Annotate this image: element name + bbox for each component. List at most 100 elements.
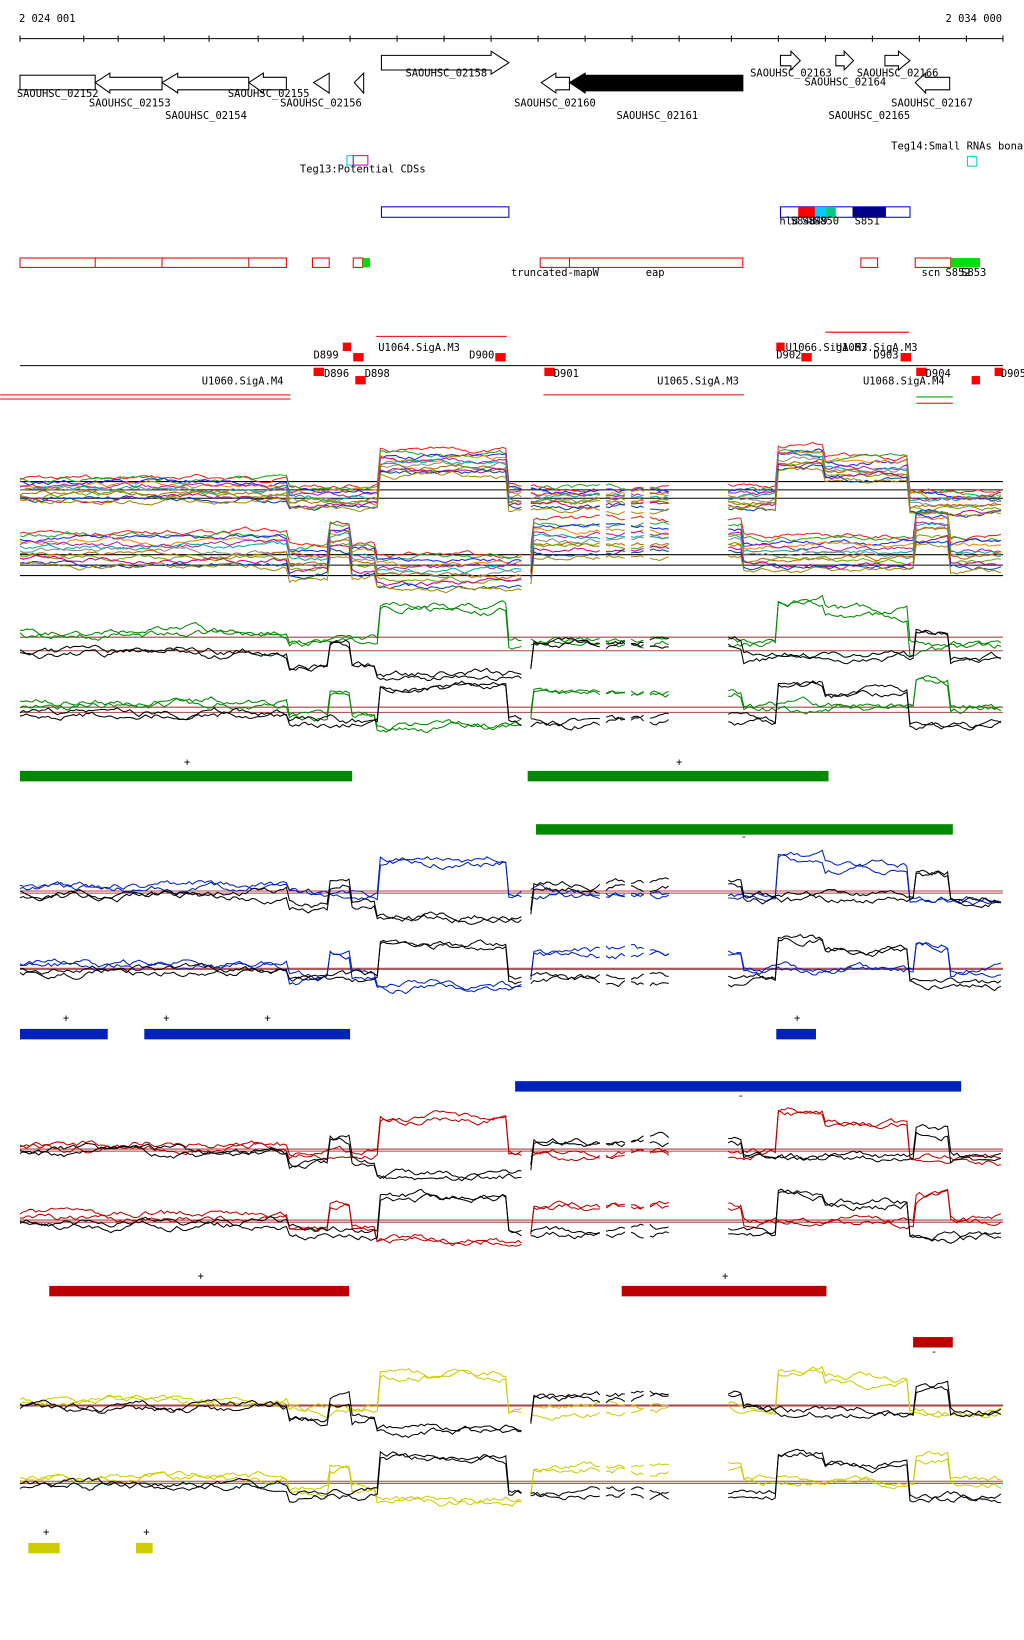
signal-line <box>19 594 1002 649</box>
signal-line <box>19 513 1002 564</box>
promoter-label: U1066.SigA.M3 <box>786 342 868 354</box>
promoter-label: U1067.SigA.M3 <box>836 342 918 354</box>
promoter-label: D902 <box>776 349 801 361</box>
signal-line <box>19 600 1002 657</box>
signal-line <box>19 450 1002 502</box>
gene-label: SAOUHSC_02155 <box>228 88 310 100</box>
feature-label: S851 <box>855 216 880 228</box>
promoter-label: D900 <box>469 349 494 361</box>
strand-label: + <box>184 757 190 769</box>
signal-line <box>19 933 1002 992</box>
gene-label: SAOUHSC_02152 <box>17 88 99 100</box>
gene-label: SAOUHSC_02158 <box>405 67 487 79</box>
strand-label: + <box>43 1527 49 1539</box>
signal-line <box>19 675 1001 732</box>
signal-line <box>19 534 1001 587</box>
signal-line <box>19 526 1001 579</box>
signal-line <box>19 521 1002 570</box>
feature-label: S850 <box>814 216 839 228</box>
signal-line <box>19 510 1002 559</box>
signal-line <box>19 628 1001 682</box>
gene-label: SAOUHSC_02154 <box>165 110 247 122</box>
signal-line <box>19 1189 1002 1244</box>
gene-label: SAOUHSC_02167 <box>891 98 973 110</box>
signal-line <box>19 461 1001 512</box>
gene-label: SAOUHSC_02153 <box>89 98 171 110</box>
signal-line <box>19 1109 1002 1167</box>
strand-bars <box>20 770 962 1554</box>
gene-label: SAOUHSC_02166 <box>857 67 939 79</box>
track-boxes <box>0 155 1003 404</box>
promoter-label: D905 <box>1001 368 1024 380</box>
gene-label: SAOUHSC_02165 <box>829 110 911 122</box>
strand-label: + <box>143 1527 149 1539</box>
feature-label: hld <box>779 216 798 228</box>
signal-line <box>19 522 1001 574</box>
feature-label: S848 <box>791 216 816 228</box>
signal-line <box>19 1188 1001 1241</box>
strand-label: - <box>931 1346 937 1358</box>
signal-line <box>19 1450 1002 1501</box>
gene-label: SAOUHSC_02163 <box>750 67 832 79</box>
signal-line <box>19 1450 1001 1504</box>
signal-line <box>19 680 1002 731</box>
promoter-label: U1064.SigA.M3 <box>378 342 460 354</box>
signal-line <box>19 448 1002 500</box>
promoter-label: U1068.SigA.M4 <box>863 375 945 387</box>
signal-line <box>19 534 1001 584</box>
signal-line <box>19 941 1002 991</box>
strand-label: + <box>722 1271 728 1283</box>
signal-line <box>19 1188 1002 1247</box>
promoter-label: D904 <box>926 368 951 380</box>
feature-label: S849 <box>802 216 827 228</box>
ruler-start: 2 024 001 <box>19 13 76 25</box>
strand-label: + <box>264 1013 270 1025</box>
signal-line <box>19 1107 1001 1161</box>
feature-label: S853 <box>961 267 986 279</box>
signal-line <box>19 526 1002 580</box>
gene-label: SAOUHSC_02161 <box>616 110 698 122</box>
signal-line <box>19 460 1002 517</box>
ruler-end: 2 034 000 <box>946 13 1003 25</box>
promoter-label: D901 <box>554 368 579 380</box>
strand-label: - <box>741 831 747 843</box>
signal-line <box>19 676 1002 734</box>
signal-tracks <box>19 441 1003 1507</box>
signal-line <box>19 871 1002 925</box>
signal-line <box>19 1457 1002 1507</box>
signal-line <box>19 853 1001 906</box>
promoter-label: U1060.SigA.M4 <box>202 375 284 387</box>
signal-line <box>19 937 1002 984</box>
gene-arrows <box>19 49 951 95</box>
signal-line <box>19 467 1001 517</box>
signal-line <box>19 1385 1002 1439</box>
promoter-label: D896 <box>324 368 349 380</box>
feature-label: S852 <box>946 267 971 279</box>
feature-label: scn <box>921 267 940 279</box>
signal-line <box>19 458 1001 510</box>
gene-label: SAOUHSC_02156 <box>280 98 362 110</box>
track-label: Teg13:Potential CDSs <box>300 163 426 175</box>
signal-line <box>19 441 1002 494</box>
signal-line <box>19 540 1002 591</box>
strand-label: + <box>63 1013 69 1025</box>
signal-line <box>19 1366 1002 1419</box>
promoter-label: D903 <box>873 349 898 361</box>
feature-label: truncated-mapW <box>511 267 600 279</box>
gene-label: SAOUHSC_02160 <box>514 98 596 110</box>
signal-line <box>19 1131 1002 1182</box>
strand-label: + <box>163 1013 169 1025</box>
strand-label: + <box>794 1013 800 1025</box>
promoter-label: D899 <box>314 349 339 361</box>
track-label: Teg14:Small RNAs bona <box>891 140 1023 152</box>
signal-line <box>19 869 1001 924</box>
signal-line <box>19 542 1002 594</box>
signal-line <box>19 464 1001 518</box>
signal-line <box>19 941 1001 995</box>
gene-label: SAOUHSC_02164 <box>804 77 886 89</box>
strand-label: + <box>676 757 682 769</box>
signal-line <box>19 1369 1002 1421</box>
promoter-label: U1065.SigA.M3 <box>657 375 739 387</box>
signal-line <box>19 1448 1001 1504</box>
